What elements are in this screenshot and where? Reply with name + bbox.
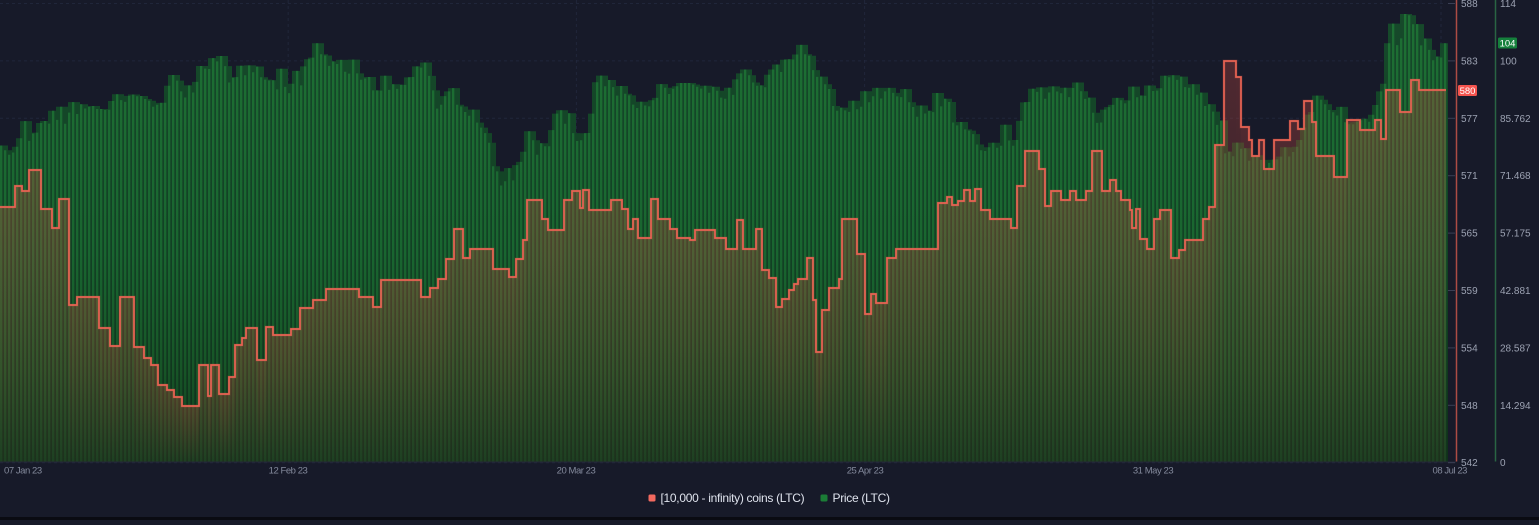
- svg-text:85.762: 85.762: [1500, 114, 1531, 125]
- svg-text:100: 100: [1500, 56, 1517, 67]
- svg-text:571: 571: [1461, 171, 1478, 182]
- svg-text:08 Jul 23: 08 Jul 23: [1432, 466, 1467, 477]
- svg-text:588: 588: [1461, 0, 1478, 10]
- svg-text:42.881: 42.881: [1500, 286, 1531, 297]
- svg-text:0: 0: [1500, 458, 1506, 469]
- svg-text:25 Apr 23: 25 Apr 23: [847, 466, 884, 477]
- svg-text:07 Jan 23: 07 Jan 23: [4, 466, 42, 477]
- svg-text:[10,000 - infinity) coins (LTC: [10,000 - infinity) coins (LTC): [661, 491, 805, 505]
- svg-text:12 Feb 23: 12 Feb 23: [269, 466, 308, 477]
- svg-text:20 Mar 23: 20 Mar 23: [557, 466, 596, 477]
- svg-text:28.587: 28.587: [1500, 343, 1531, 354]
- svg-text:31 May 23: 31 May 23: [1133, 466, 1173, 477]
- svg-text:Price (LTC): Price (LTC): [833, 491, 890, 505]
- svg-text:542: 542: [1461, 458, 1478, 469]
- svg-text:14.294: 14.294: [1500, 401, 1531, 412]
- svg-text:104: 104: [1500, 38, 1516, 49]
- svg-text:554: 554: [1461, 343, 1478, 354]
- svg-text:71.468: 71.468: [1500, 171, 1531, 182]
- svg-text:580: 580: [1460, 86, 1476, 97]
- svg-text:559: 559: [1461, 286, 1478, 297]
- svg-text:577: 577: [1461, 114, 1478, 125]
- svg-text:548: 548: [1461, 401, 1478, 412]
- svg-text:583: 583: [1461, 56, 1478, 67]
- svg-text:565: 565: [1461, 229, 1478, 240]
- svg-text:114: 114: [1500, 0, 1516, 10]
- svg-text:57.175: 57.175: [1500, 229, 1531, 240]
